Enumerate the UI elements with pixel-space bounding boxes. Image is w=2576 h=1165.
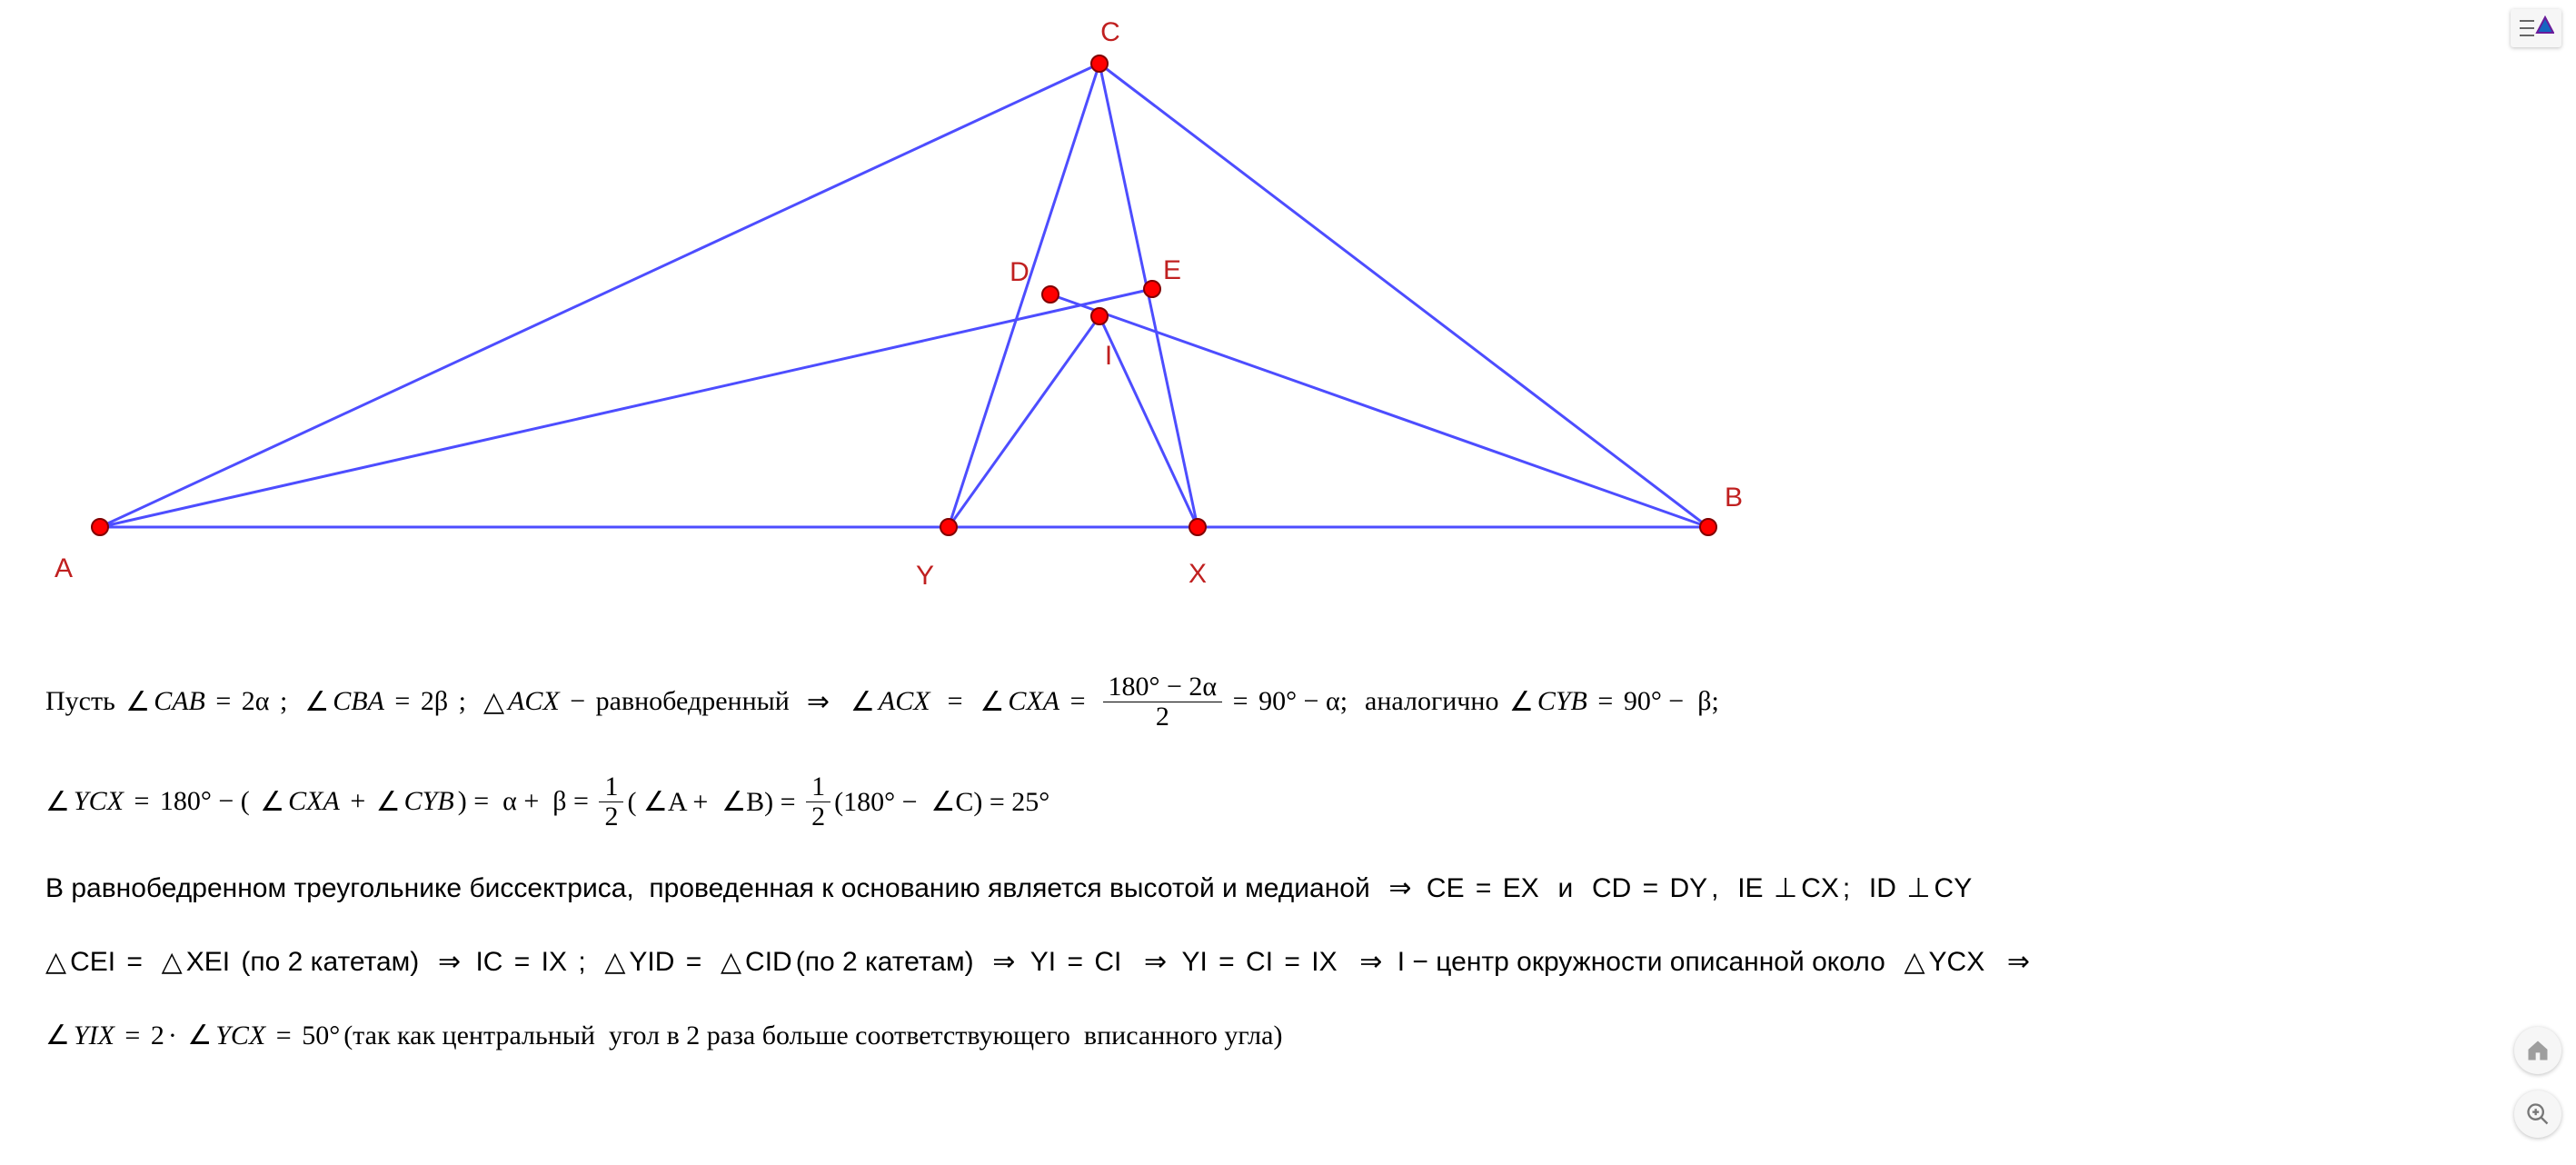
point-Y[interactable] [940,519,957,535]
point-I[interactable] [1091,308,1108,324]
math-line-5: ∠ YIX = 2 · ∠ YCX = 50° (так как централ… [45,1020,2499,1051]
text: Пусть [45,686,122,717]
segment-IX[interactable] [1099,316,1198,527]
fraction: 180° − 2α 2 [1103,672,1223,731]
geogebra-canvas: ABCDEIXY Пусть ∠ CAB = 2α ; ∠ CBA = 2β ;… [0,0,2576,1165]
fraction-half: 1 2 [806,772,830,831]
point-D[interactable] [1042,286,1059,303]
segment-IY[interactable] [949,316,1099,527]
segment-CA[interactable] [100,64,1099,527]
zoom-in-button[interactable] [2514,1090,2561,1138]
home-icon [2525,1038,2551,1063]
solution-text: Пусть ∠ CAB = 2α ; ∠ CBA = 2β ; △ ACX − … [45,672,2499,1093]
point-X[interactable] [1189,519,1206,535]
math-line-4: △ CEI = △ XEI (по 2 катетам) ⇒ IC = IX ;… [45,946,2499,978]
math-line-2: ∠ YCX = 180° − ( ∠ CXA + ∠ CYB ) = α + β… [45,772,2499,831]
home-button[interactable] [2514,1027,2561,1074]
segment-BD[interactable] [1050,294,1708,527]
point-C[interactable] [1091,55,1108,72]
segment-CY[interactable] [949,64,1099,527]
zoom-in-icon [2525,1101,2551,1127]
segment-AE[interactable] [100,289,1152,527]
point-B[interactable] [1700,519,1716,535]
geometry-diagram[interactable] [0,0,2576,636]
math-line-1: Пусть ∠ CAB = 2α ; ∠ CBA = 2β ; △ ACX − … [45,672,2499,731]
point-A[interactable] [92,519,108,535]
point-E[interactable] [1144,281,1160,297]
segment-BC[interactable] [1099,64,1708,527]
stylebar-icon [2518,15,2554,42]
style-bar-toggle-button[interactable] [2511,9,2561,47]
math-line-3: В равнобедренном треугольнике биссектрис… [45,872,2499,904]
fraction-half: 1 2 [599,772,623,831]
